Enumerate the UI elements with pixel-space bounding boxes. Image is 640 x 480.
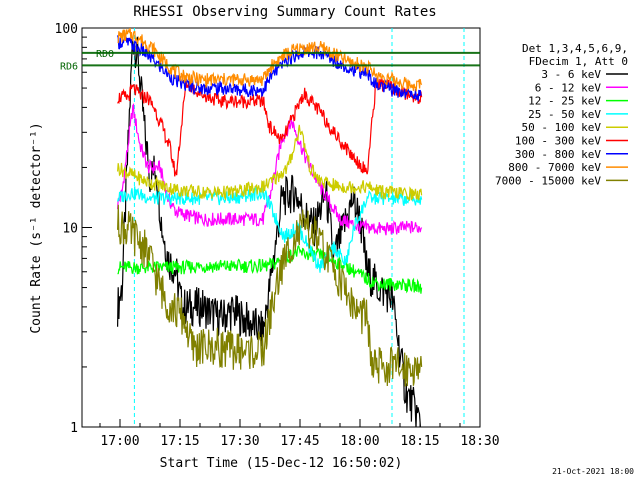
legend: Det 1,3,4,5,6,9,FDecim 1, Att 03 - 6 keV… (495, 42, 628, 187)
attenuator-label: RDO (96, 49, 114, 60)
x-tick-label: 17:30 (220, 434, 259, 449)
attenuator-label: RD6 (60, 61, 78, 72)
plot-area (82, 28, 480, 427)
chart-title: RHESSI Observing Summary Count Rates (133, 4, 436, 20)
y-tick-label: 1 (70, 421, 78, 436)
legend-header: FDecim 1, Att 0 (529, 55, 628, 68)
y-tick-label: 10 (62, 222, 78, 237)
x-axis-label: Start Time (15-Dec-12 16:50:02) (160, 456, 403, 471)
legend-label: 3 - 6 keV (541, 68, 601, 81)
legend-label: 50 - 100 keV (522, 121, 602, 134)
y-axis-ticks: 1 10 100 (55, 22, 92, 436)
x-tick-label: 17:00 (100, 434, 139, 449)
series-line (117, 124, 423, 202)
x-tick-label: 17:15 (160, 434, 199, 449)
series-line (117, 245, 423, 294)
legend-label: 300 - 800 keV (515, 148, 601, 161)
legend-header: Det 1,3,4,5,6,9, (522, 42, 628, 55)
x-tick-label: 17:45 (280, 434, 319, 449)
x-axis-ticks: 17:00 17:15 17:30 17:45 18:00 18:15 18:30 (99, 419, 500, 449)
legend-label: 6 - 12 keV (535, 81, 602, 94)
x-tick-label: 18:00 (340, 434, 379, 449)
legend-label: 7000 - 15000 keV (495, 174, 601, 187)
series-line (117, 28, 423, 92)
legend-label: 25 - 50 keV (528, 108, 601, 121)
series-line (117, 204, 423, 387)
series-line (117, 185, 423, 273)
series-line (117, 35, 422, 102)
legend-label: 12 - 25 keV (528, 95, 601, 108)
legend-label: 100 - 300 keV (515, 135, 601, 148)
legend-label: 800 - 7000 keV (508, 161, 601, 174)
y-axis-label: Count Rate (s⁻¹ detector⁻¹) (29, 122, 44, 333)
series-line (117, 77, 423, 177)
y-tick-label: 100 (55, 22, 78, 37)
x-tick-label: 18:15 (400, 434, 439, 449)
series-line (117, 36, 422, 427)
x-tick-label: 18:30 (460, 434, 499, 449)
date-stamp: 21-Oct-2021 18:00 (552, 467, 634, 476)
